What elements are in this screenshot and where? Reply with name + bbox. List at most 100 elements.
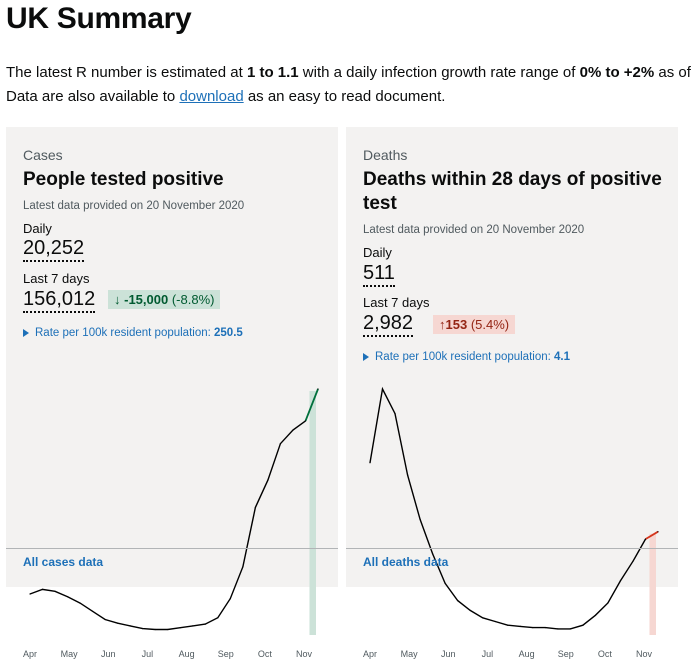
x-tick-label: Nov [296, 649, 313, 659]
series-line [29, 420, 306, 631]
cases-chart: Apr May Jun Jul Aug Sep Oct Nov [23, 388, 319, 659]
deaths-heading-line2: test [363, 193, 397, 214]
x-tick-label: Jul [142, 649, 154, 659]
data-point [192, 625, 194, 627]
data-point [179, 627, 181, 629]
data-point [229, 598, 231, 600]
x-tick-label: Jul [482, 649, 494, 659]
series-line [369, 386, 647, 630]
data-point [657, 531, 659, 533]
data-point [494, 620, 496, 623]
cases-divider [6, 548, 338, 549]
cases-week-label: Last 7 days [23, 271, 90, 286]
data-point [544, 627, 546, 629]
triangle-right-icon [23, 328, 29, 337]
download-text: Data are also available to download as a… [6, 88, 446, 105]
x-tick-label: May [61, 649, 79, 659]
data-point [619, 580, 621, 582]
cases-heading: People tested positive [23, 169, 224, 190]
deaths-divider [346, 548, 678, 549]
data-point [292, 429, 294, 431]
data-point [67, 596, 69, 598]
data-point [317, 388, 319, 390]
deaths-week-label: Last 7 days [363, 295, 430, 310]
data-point [117, 622, 119, 624]
data-point [279, 443, 281, 445]
data-point [242, 566, 244, 568]
x-tick-label: Nov [636, 649, 653, 659]
data-point [267, 479, 269, 481]
deaths-rate-toggle[interactable]: Rate per 100k resident population: 4.1 [363, 351, 570, 363]
deaths-change-badge: ↑153 (5.4%) [433, 315, 516, 334]
data-point [594, 614, 596, 616]
page-title: UK Summary [6, 2, 192, 35]
cases-daily-label: Daily [23, 221, 52, 236]
data-point [457, 600, 459, 602]
data-point [304, 420, 307, 422]
arrow-up-icon: ↑ [439, 317, 446, 332]
data-point [79, 602, 81, 604]
all-cases-link[interactable]: All cases data [23, 555, 104, 569]
data-point [607, 602, 609, 604]
data-point [41, 588, 44, 590]
data-point [154, 628, 156, 631]
data-point [204, 623, 206, 625]
cases-daily-value[interactable]: 20,252 [23, 237, 85, 262]
deaths-daily-value[interactable]: 511 [363, 262, 395, 287]
data-point [407, 474, 409, 476]
x-tick-label: Apr [363, 649, 377, 659]
deaths-heading-line1: Deaths within 28 days of positive [363, 169, 662, 190]
r-number-text: The latest R number is estimated at 1 to… [6, 64, 692, 81]
data-point [532, 627, 534, 629]
x-tick-label: Apr [23, 649, 37, 659]
all-deaths-link[interactable]: All deaths data [363, 555, 449, 569]
data-point [644, 538, 647, 540]
x-tick-label: May [401, 649, 419, 659]
x-tick-label: Jun [441, 649, 456, 659]
last-7-days-band [309, 391, 316, 635]
data-point [29, 593, 31, 595]
data-point [519, 625, 521, 627]
data-point [369, 462, 371, 464]
cases-card: Cases People tested positive Latest data… [6, 127, 338, 659]
data-point [419, 518, 421, 520]
x-tick-label: Aug [519, 649, 535, 659]
data-point [507, 624, 509, 626]
data-point [557, 628, 559, 630]
arrow-down-icon: ↓ [114, 292, 121, 307]
series-line-recent [304, 388, 319, 422]
data-point [569, 628, 571, 630]
deaths-card: Deaths Deaths within 28 days of positive… [346, 127, 678, 659]
cases-week-value[interactable]: 156,012 [23, 288, 96, 313]
deaths-latest-date: Latest data provided on 20 November 2020 [363, 224, 585, 236]
triangle-right-icon [363, 352, 369, 361]
data-point [432, 553, 434, 555]
x-tick-label: Sep [218, 649, 234, 659]
data-point [254, 506, 256, 508]
download-link[interactable]: download [179, 88, 244, 105]
data-point [54, 590, 56, 592]
x-tick-label: Oct [598, 649, 613, 659]
data-point [632, 560, 634, 562]
cases-change-badge: ↓ -15,000 (-8.8%) [108, 290, 221, 309]
series-line-recent [645, 530, 659, 540]
data-point [92, 610, 94, 612]
data-point [482, 617, 484, 619]
x-tick-label: Oct [258, 649, 273, 659]
data-point [104, 618, 106, 621]
data-point [444, 582, 446, 584]
cases-caption: Cases [23, 147, 63, 163]
deaths-chart: Apr May Jun Jul Aug Sep Oct Nov [363, 386, 659, 659]
data-point [217, 617, 219, 619]
x-tick-label: Sep [558, 649, 574, 659]
x-tick-label: Aug [179, 649, 195, 659]
deaths-daily-label: Daily [363, 245, 392, 260]
cases-rate-toggle[interactable]: Rate per 100k resident population: 250.5 [23, 327, 243, 339]
data-point [129, 625, 131, 627]
data-point [582, 624, 584, 626]
x-tick-label: Jun [101, 649, 116, 659]
data-point [142, 628, 144, 630]
data-point [394, 413, 396, 415]
deaths-caption: Deaths [363, 147, 408, 163]
deaths-week-value[interactable]: 2,982 [363, 312, 414, 337]
